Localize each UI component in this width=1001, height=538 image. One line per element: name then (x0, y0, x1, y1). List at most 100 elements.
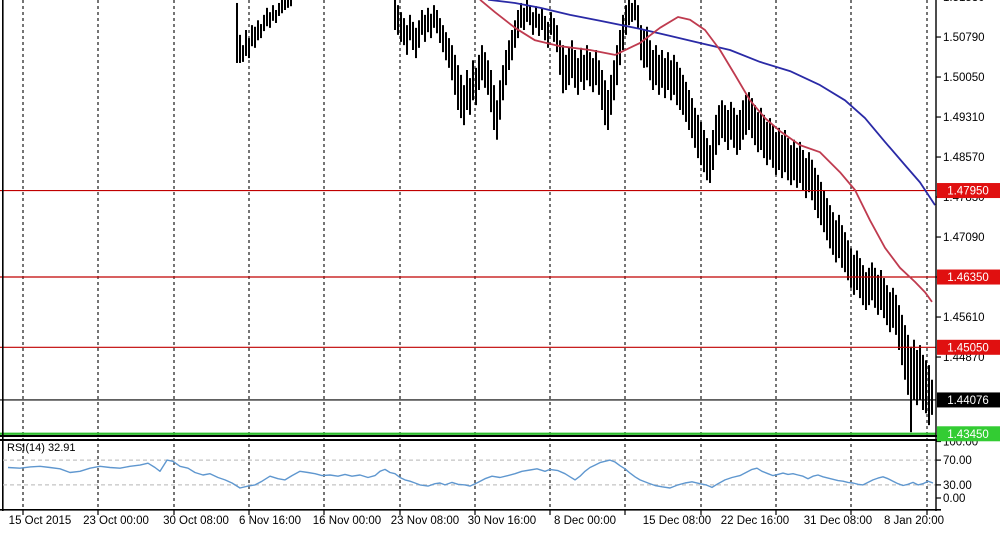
date-label: 22 Dec 16:00 (721, 515, 789, 527)
candle (535, 6, 537, 28)
date-label: 30 Oct 08:00 (163, 515, 229, 527)
candle (928, 365, 930, 426)
candle (523, 7, 525, 31)
candle (841, 225, 843, 268)
candle (625, 5, 627, 35)
candle (469, 78, 471, 115)
candle (484, 52, 486, 88)
candle (562, 45, 564, 94)
candle (478, 54, 480, 90)
candle (820, 181, 822, 226)
resistance-line-1-badge-text: 1.47950 (947, 186, 989, 198)
candle (835, 220, 837, 263)
candle (457, 65, 459, 110)
candle (733, 107, 735, 148)
candle (442, 25, 444, 53)
candle (586, 45, 588, 81)
ma-red-line[interactable] (479, 0, 933, 303)
candle (763, 114, 765, 159)
candle (919, 345, 921, 400)
candle (847, 240, 849, 281)
candle (769, 118, 771, 160)
price-tick-label: 1.45610 (943, 312, 985, 324)
date-label: 15 Dec 08:00 (643, 515, 711, 527)
candle (577, 58, 579, 95)
candle (475, 67, 477, 106)
date-label: 16 Nov 00:00 (313, 515, 381, 527)
time-axis[interactable]: 15 Oct 2015 23 Oct 00:00 30 Oct 08:00 6 Nov… (9, 510, 944, 527)
candle (251, 25, 253, 47)
candle (811, 159, 813, 201)
candle (619, 30, 621, 66)
candle (853, 254, 855, 295)
candle (700, 121, 702, 166)
candle (595, 50, 597, 86)
candle (454, 54, 456, 95)
candle (553, 18, 555, 42)
support-line-badge (937, 426, 1000, 442)
date-label: 31 Dec 08:00 (804, 515, 872, 527)
date-label: 23 Oct 00:00 (83, 515, 149, 527)
candle (248, 38, 250, 59)
resistance-line-2-badge (937, 269, 1000, 285)
candle (421, 10, 423, 35)
candle (643, 30, 645, 68)
candle (538, 13, 540, 36)
candle (604, 80, 606, 126)
rsi-line[interactable] (7, 459, 934, 489)
ma-blue-line[interactable] (487, 0, 936, 206)
candle (236, 2, 238, 63)
candle (547, 21, 549, 48)
candle (574, 50, 576, 88)
candle (784, 130, 786, 173)
candle (424, 14, 426, 42)
candle (616, 45, 618, 86)
candle (409, 14, 411, 41)
candle (550, 12, 552, 35)
candle (886, 285, 888, 326)
candle (661, 50, 663, 88)
candle (598, 60, 600, 95)
candle (601, 70, 603, 110)
candle (487, 60, 489, 95)
candle (571, 40, 573, 79)
candle (607, 90, 609, 130)
candle (856, 250, 858, 290)
support-line-badge-text: 1.43450 (947, 429, 989, 441)
price-tick-label: 1.50050 (943, 72, 985, 84)
candle (670, 60, 672, 101)
candle (415, 27, 417, 59)
candle (481, 45, 483, 81)
candle (628, 0, 630, 26)
candle (490, 70, 492, 113)
candle (793, 139, 795, 181)
candle (637, 5, 639, 28)
candle (278, 2, 280, 16)
rsi-scale-label: 30.00 (943, 480, 972, 492)
candle (790, 145, 792, 186)
candle (649, 40, 651, 81)
rsi-panel-top-border[interactable] (0, 439, 941, 441)
candle (922, 354, 924, 410)
candle (871, 262, 873, 301)
candle (430, 13, 432, 39)
candle (757, 112, 759, 153)
candle (526, 0, 528, 22)
candle (284, 0, 286, 10)
candle (745, 94, 747, 135)
price-tick-label: 1.44870 (943, 352, 985, 364)
price-badges: 1.47950 1.46350 1.45050 1.44076 1.43450 (937, 183, 1000, 442)
candle (892, 287, 894, 328)
candle (889, 292, 891, 333)
candle (242, 45, 244, 62)
candle (805, 158, 807, 199)
candle (412, 21, 414, 50)
candle (829, 205, 831, 249)
resistance-line-3-badge (937, 339, 1000, 355)
candle (631, 2, 633, 22)
rsi-scale-label: 0.00 (943, 493, 965, 505)
date-label: 8 Dec 00:00 (554, 515, 616, 527)
candle (862, 265, 864, 306)
